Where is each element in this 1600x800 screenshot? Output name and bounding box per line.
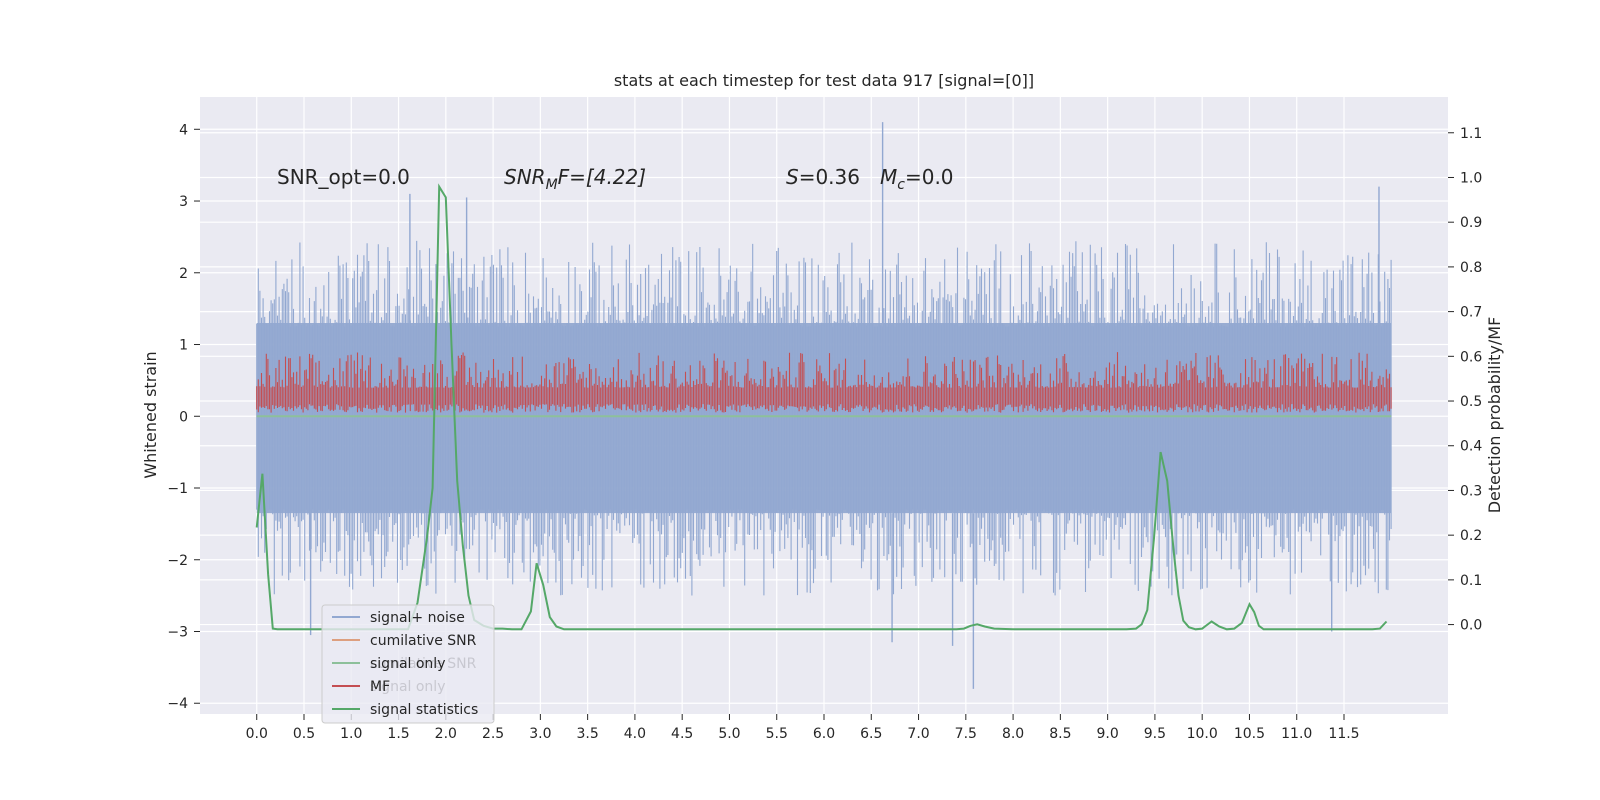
legend-box — [321, 604, 495, 724]
x-tick-label: 5.5 — [766, 726, 788, 742]
y-tick-label: 4 — [179, 122, 188, 138]
y-tick-label: 2 — [179, 266, 188, 282]
x-tick-label: 11.0 — [1281, 726, 1312, 742]
legend-label: signal only — [370, 656, 445, 672]
x-tick-label: 2.0 — [435, 726, 457, 742]
y-right-tick-label: 1.1 — [1460, 126, 1482, 142]
y-tick-label: −2 — [167, 553, 188, 569]
signal-noise-series — [256, 122, 1392, 689]
legend-label: cumilative SNR — [370, 633, 477, 649]
y-tick-label: −4 — [167, 696, 188, 712]
y-right-tick-label: 0.0 — [1460, 618, 1482, 634]
annotation-snr-opt: SNR_opt=0.0 — [277, 165, 410, 189]
y-right-tick-label: 0.2 — [1460, 528, 1482, 544]
y-right-tick-label: 0.4 — [1460, 439, 1482, 455]
y-right-tick-label: 0.9 — [1460, 215, 1482, 231]
annotation-mc-sub: c — [897, 177, 905, 193]
y-tick-label: 3 — [179, 194, 188, 210]
x-tick-label: 7.5 — [955, 726, 977, 742]
annotation-s-var: S — [786, 165, 799, 189]
x-tick-label: 8.5 — [1049, 726, 1071, 742]
y-right-tick-label: 0.3 — [1460, 483, 1482, 499]
x-tick-label: 8.0 — [1002, 726, 1024, 742]
y-right-tick-label: 0.1 — [1460, 573, 1482, 589]
x-tick-label: 0.0 — [246, 726, 268, 742]
x-tick-label: 1.5 — [387, 726, 409, 742]
x-tick-label: 0.5 — [293, 726, 315, 742]
x-tick-label: 5.0 — [718, 726, 740, 742]
annotation-mc: Mc=0.0 — [880, 165, 954, 193]
legend-label: MF — [370, 679, 390, 695]
left-axis-ticks: 4 3 2 1 0 −1 −2 −3 −4 — [167, 122, 200, 712]
x-tick-label: 11.5 — [1328, 726, 1359, 742]
x-tick-label: 10.5 — [1234, 726, 1265, 742]
y-right-tick-label: 0.5 — [1460, 394, 1482, 410]
chart-title: stats at each timestep for test data 917… — [614, 71, 1034, 90]
x-tick-label: 2.5 — [482, 726, 504, 742]
x-tick-label: 3.5 — [577, 726, 599, 742]
y-right-tick-label: 0.6 — [1460, 349, 1482, 365]
y-axis-label: Whitened strain — [141, 351, 160, 478]
x-tick-label: 10.0 — [1187, 726, 1218, 742]
x-tick-label: 6.0 — [813, 726, 835, 742]
annotation-snr-mf: SNRMF=[4.22] — [504, 165, 646, 193]
right-axis-ticks: 1.1 1.0 0.9 0.8 0.7 0.6 0.5 0.4 0.3 0.2 0.1 0.0 — [1448, 126, 1482, 634]
x-tick-label: 9.0 — [1097, 726, 1119, 742]
y-right-tick-label: 0.7 — [1460, 305, 1482, 321]
legend-ghost-text-2: signal only — [370, 679, 445, 695]
x-tick-label: 3.0 — [529, 726, 551, 742]
x-axis-ticks: 0.0 0.5 1.0 1.5 2.0 2.5 3.0 3.5 4.0 4.5 5.0 5.5 6.0 6… — [246, 714, 1360, 742]
legend-label: signal+ noise — [370, 610, 465, 626]
legend: cumilative SNR signal only signal+ noise… — [321, 604, 495, 724]
annotation-s: S=0.36 — [786, 165, 860, 189]
y-tick-label: −3 — [167, 624, 188, 640]
annotation-s-value: =0.36 — [799, 165, 860, 189]
x-tick-label: 1.0 — [340, 726, 362, 742]
y-tick-label: −1 — [167, 481, 188, 497]
x-tick-label: 9.5 — [1144, 726, 1166, 742]
annotation-snr-mf-f: F=[4.22] — [558, 165, 646, 189]
x-tick-label: 7.0 — [907, 726, 929, 742]
annotation-snr-mf-main: SNR — [504, 165, 546, 189]
mf-line — [256, 352, 1392, 413]
legend-label: signal statistics — [370, 702, 478, 718]
y-tick-label: 0 — [179, 409, 188, 425]
y-axis-label-right: Detection probability/MF — [1485, 317, 1504, 514]
annotation-mc-value: =0.0 — [905, 165, 954, 189]
x-tick-label: 4.0 — [624, 726, 646, 742]
annotation-mc-var: M — [880, 165, 897, 189]
y-right-tick-label: 1.0 — [1460, 170, 1482, 186]
annotation-snr-mf-sub: M — [546, 177, 558, 193]
mf-series — [256, 352, 1392, 418]
x-tick-label: 4.5 — [671, 726, 693, 742]
y-right-tick-label: 0.8 — [1460, 260, 1482, 276]
x-tick-label: 6.5 — [860, 726, 882, 742]
y-tick-label: 1 — [179, 338, 188, 354]
legend-ghost-text-1: cumilative SNR — [370, 656, 477, 672]
